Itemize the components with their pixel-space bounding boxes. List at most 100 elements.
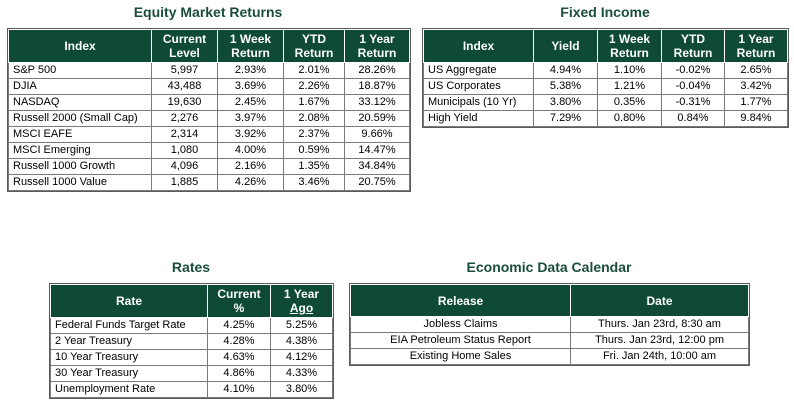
rates-row-cell: 30 Year Treasury: [50, 365, 208, 382]
equity-row-cell: 18.87%: [344, 78, 410, 95]
rates-row-cell: 4.25%: [207, 317, 271, 334]
fixed-income-row-cell: 1.21%: [597, 78, 662, 95]
equity-row-cell: 1.67%: [283, 94, 345, 111]
equity-row: S&P 500 5,997 2.93% 2.01% 28.26%: [8, 62, 410, 79]
rates-row-cell: 5.25%: [270, 317, 333, 334]
fixed-income-row-cell: US Aggregate: [423, 62, 534, 79]
equity-row-cell: DJIA: [8, 78, 152, 95]
rates-row-cell: 4.28%: [207, 333, 271, 350]
equity-row-cell: 1,885: [151, 174, 218, 191]
fixed-income-row-cell: 7.29%: [533, 110, 598, 127]
fixed-income-row-cell: Municipals (10 Yr): [423, 94, 534, 111]
rates-row-cell: Unemployment Rate: [50, 381, 208, 398]
fixed-income-row: US Corporates 5.38% 1.21% -0.04% 3.42%: [423, 78, 788, 95]
fixed-income-row-cell: 2.65%: [724, 62, 788, 79]
equity-row-cell: 33.12%: [344, 94, 410, 111]
equity-row-cell: MSCI EAFE: [8, 126, 152, 143]
calendar-table: Release Date Jobless Claims Thurs. Jan 23…: [349, 283, 750, 366]
fixed-income-header-1-week-return: 1 Week Return: [597, 29, 662, 63]
rates-row-cell: 4.86%: [207, 365, 271, 382]
rates-row-cell: 4.33%: [270, 365, 333, 382]
equity-row-cell: 2.01%: [283, 62, 345, 79]
fixed-income-row-cell: 0.35%: [597, 94, 662, 111]
equity-row-cell: 20.75%: [344, 174, 410, 191]
fixed-income-row-cell: -0.31%: [661, 94, 725, 111]
fixed-income-row-cell: 9.84%: [724, 110, 788, 127]
equity-row-cell: Russell 1000 Growth: [8, 158, 152, 175]
fixed-income-header-1-year-return: 1 Year Return: [724, 29, 788, 63]
equity-table: Index Current Level 1 Week Return YTD Retur…: [7, 28, 411, 192]
equity-row-cell: 4.00%: [217, 142, 284, 159]
calendar-row-cell: Jobless Claims: [350, 316, 571, 333]
calendar-header-date: Date: [570, 284, 749, 317]
equity-row-cell: 2.45%: [217, 94, 284, 111]
equity-row: MSCI Emerging 1,080 4.00% 0.59% 14.47%: [8, 142, 410, 159]
equity-row-cell: 1.35%: [283, 158, 345, 175]
equity-row-cell: 43,488: [151, 78, 218, 95]
rates-row-cell: Federal Funds Target Rate: [50, 317, 208, 334]
equity-row-cell: 0.59%: [283, 142, 345, 159]
equity-row-cell: 2,276: [151, 110, 218, 127]
equity-header-1-week-return: 1 Week Return: [217, 29, 284, 63]
fixed-income-row-cell: 0.80%: [597, 110, 662, 127]
fixed-income-header-ytd-return: YTD Return: [661, 29, 725, 63]
equity-header-index: Index: [8, 29, 152, 63]
calendar-header-release: Release: [350, 284, 571, 317]
fixed-income-title: Fixed Income: [560, 4, 650, 20]
calendar-row-cell: Thurs. Jan 23rd, 8:30 am: [570, 316, 749, 333]
fixed-income-row-cell: -0.02%: [661, 62, 725, 79]
equity-row-cell: 19,630: [151, 94, 218, 111]
equity-row: Russell 2000 (Small Cap) 2,276 3.97% 2.08% 2…: [8, 110, 410, 127]
rates-row-cell: 4.10%: [207, 381, 271, 398]
equity-row-cell: Russell 2000 (Small Cap): [8, 110, 152, 127]
equity-row-cell: 34.84%: [344, 158, 410, 175]
fixed-income-table: Index Yield 1 Week Return YTD Return 1 Yea…: [422, 28, 789, 128]
rates-row: 2 Year Treasury 4.28% 4.38%: [50, 333, 333, 350]
calendar-row-cell: Thurs. Jan 23rd, 12:00 pm: [570, 332, 749, 349]
equity-row-cell: 3.69%: [217, 78, 284, 95]
rates-row-cell: 3.80%: [270, 381, 333, 398]
equity-row-cell: 2.37%: [283, 126, 345, 143]
equity-row-cell: 4.26%: [217, 174, 284, 191]
equity-row-cell: 2,314: [151, 126, 218, 143]
rates-row-cell: 4.38%: [270, 333, 333, 350]
fixed-income-row: US Aggregate 4.94% 1.10% -0.02% 2.65%: [423, 62, 788, 79]
equity-row-cell: 28.26%: [344, 62, 410, 79]
equity-row-cell: 5,997: [151, 62, 218, 79]
fixed-income-row-cell: -0.04%: [661, 78, 725, 95]
fixed-income-row-cell: 3.80%: [533, 94, 598, 111]
rates-header-1-year-ago: 1 Year Ago: [270, 284, 333, 318]
rates-title: Rates: [171, 259, 211, 275]
rates-table: Rate Current% 1 Year Ago Federal Funds Ta…: [49, 283, 334, 399]
rates-header-rate: Rate: [50, 284, 208, 318]
equity-row: DJIA 43,488 3.69% 2.26% 18.87%: [8, 78, 410, 95]
rates-row-cell: 4.63%: [207, 349, 271, 366]
equity-row-cell: 9.66%: [344, 126, 410, 143]
equity-row-cell: 1,080: [151, 142, 218, 159]
calendar-title: Economic Data Calendar: [466, 259, 632, 275]
rates-row-cell: 4.12%: [270, 349, 333, 366]
fixed-income-header-index: Index: [423, 29, 534, 63]
calendar-row-cell: EIA Petroleum Status Report: [350, 332, 571, 349]
fixed-income-row-cell: 3.42%: [724, 78, 788, 95]
equity-row-cell: 3.97%: [217, 110, 284, 127]
calendar-row: EIA Petroleum Status Report Thurs. Jan 23…: [350, 332, 749, 349]
equity-row-cell: NASDAQ: [8, 94, 152, 111]
calendar-row-cell: Fri. Jan 24th, 10:00 am: [570, 348, 749, 365]
fixed-income-row-cell: US Corporates: [423, 78, 534, 95]
rates-row-cell: 2 Year Treasury: [50, 333, 208, 350]
rates-row: Unemployment Rate 4.10% 3.80%: [50, 381, 333, 398]
equity-row: Russell 1000 Growth 4,096 2.16% 1.35% 34.84%: [8, 158, 410, 175]
fixed-income-row-cell: 1.10%: [597, 62, 662, 79]
fixed-income-row-cell: 0.84%: [661, 110, 725, 127]
equity-header-1-year-return: 1 Year Return: [344, 29, 410, 63]
equity-row-cell: Russell 1000 Value: [8, 174, 152, 191]
equity-row: NASDAQ 19,630 2.45% 1.67% 33.12%: [8, 94, 410, 111]
equity-header-current-level: Current Level: [151, 29, 218, 63]
equity-row-cell: 4,096: [151, 158, 218, 175]
rates-row: Federal Funds Target Rate 4.25% 5.25%: [50, 317, 333, 334]
rates-row: 30 Year Treasury 4.86% 4.33%: [50, 365, 333, 382]
equity-row: Russell 1000 Value 1,885 4.26% 3.46% 20.75%: [8, 174, 410, 191]
equity-row: MSCI EAFE 2,314 3.92% 2.37% 9.66%: [8, 126, 410, 143]
calendar-row-cell: Existing Home Sales: [350, 348, 571, 365]
